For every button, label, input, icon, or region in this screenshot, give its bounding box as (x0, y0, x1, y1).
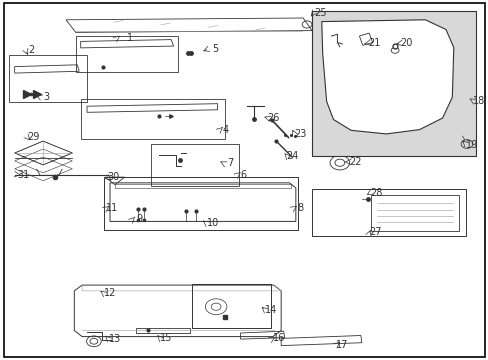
Text: 5: 5 (212, 44, 218, 54)
Text: 7: 7 (226, 158, 232, 168)
Text: 30: 30 (107, 172, 120, 182)
Text: 3: 3 (43, 92, 49, 102)
Bar (76, 36, 178, 72)
Text: 17: 17 (335, 340, 348, 350)
Text: 28: 28 (369, 188, 382, 198)
Text: 10: 10 (206, 218, 219, 228)
Text: 6: 6 (240, 170, 246, 180)
Text: 26: 26 (267, 113, 280, 123)
Bar (103, 177, 298, 230)
Text: 18: 18 (472, 96, 485, 106)
Text: 14: 14 (264, 305, 277, 315)
Text: 13: 13 (108, 334, 121, 344)
Bar (311, 11, 475, 156)
Text: 29: 29 (27, 132, 40, 142)
Text: 22: 22 (348, 157, 361, 167)
Text: 9: 9 (136, 214, 142, 224)
Text: 19: 19 (465, 140, 477, 150)
Bar (370, 195, 458, 231)
Text: 23: 23 (293, 129, 306, 139)
Text: 16: 16 (272, 333, 285, 343)
Bar (311, 189, 465, 236)
Text: 4: 4 (223, 125, 228, 135)
Bar (81, 99, 224, 139)
Text: 15: 15 (160, 333, 172, 343)
Text: 27: 27 (368, 227, 381, 237)
Text: 8: 8 (297, 203, 303, 213)
Text: 25: 25 (313, 8, 326, 18)
Text: 31: 31 (17, 170, 30, 180)
Text: 12: 12 (103, 288, 116, 298)
Text: 21: 21 (367, 38, 380, 48)
Text: 2: 2 (29, 45, 35, 55)
Text: 11: 11 (106, 203, 119, 213)
Text: 1: 1 (126, 33, 132, 43)
Bar (150, 144, 238, 186)
Text: 20: 20 (400, 38, 412, 48)
Polygon shape (321, 20, 453, 134)
Text: 24: 24 (285, 150, 298, 161)
Bar (9, 55, 87, 102)
Bar (191, 284, 270, 328)
